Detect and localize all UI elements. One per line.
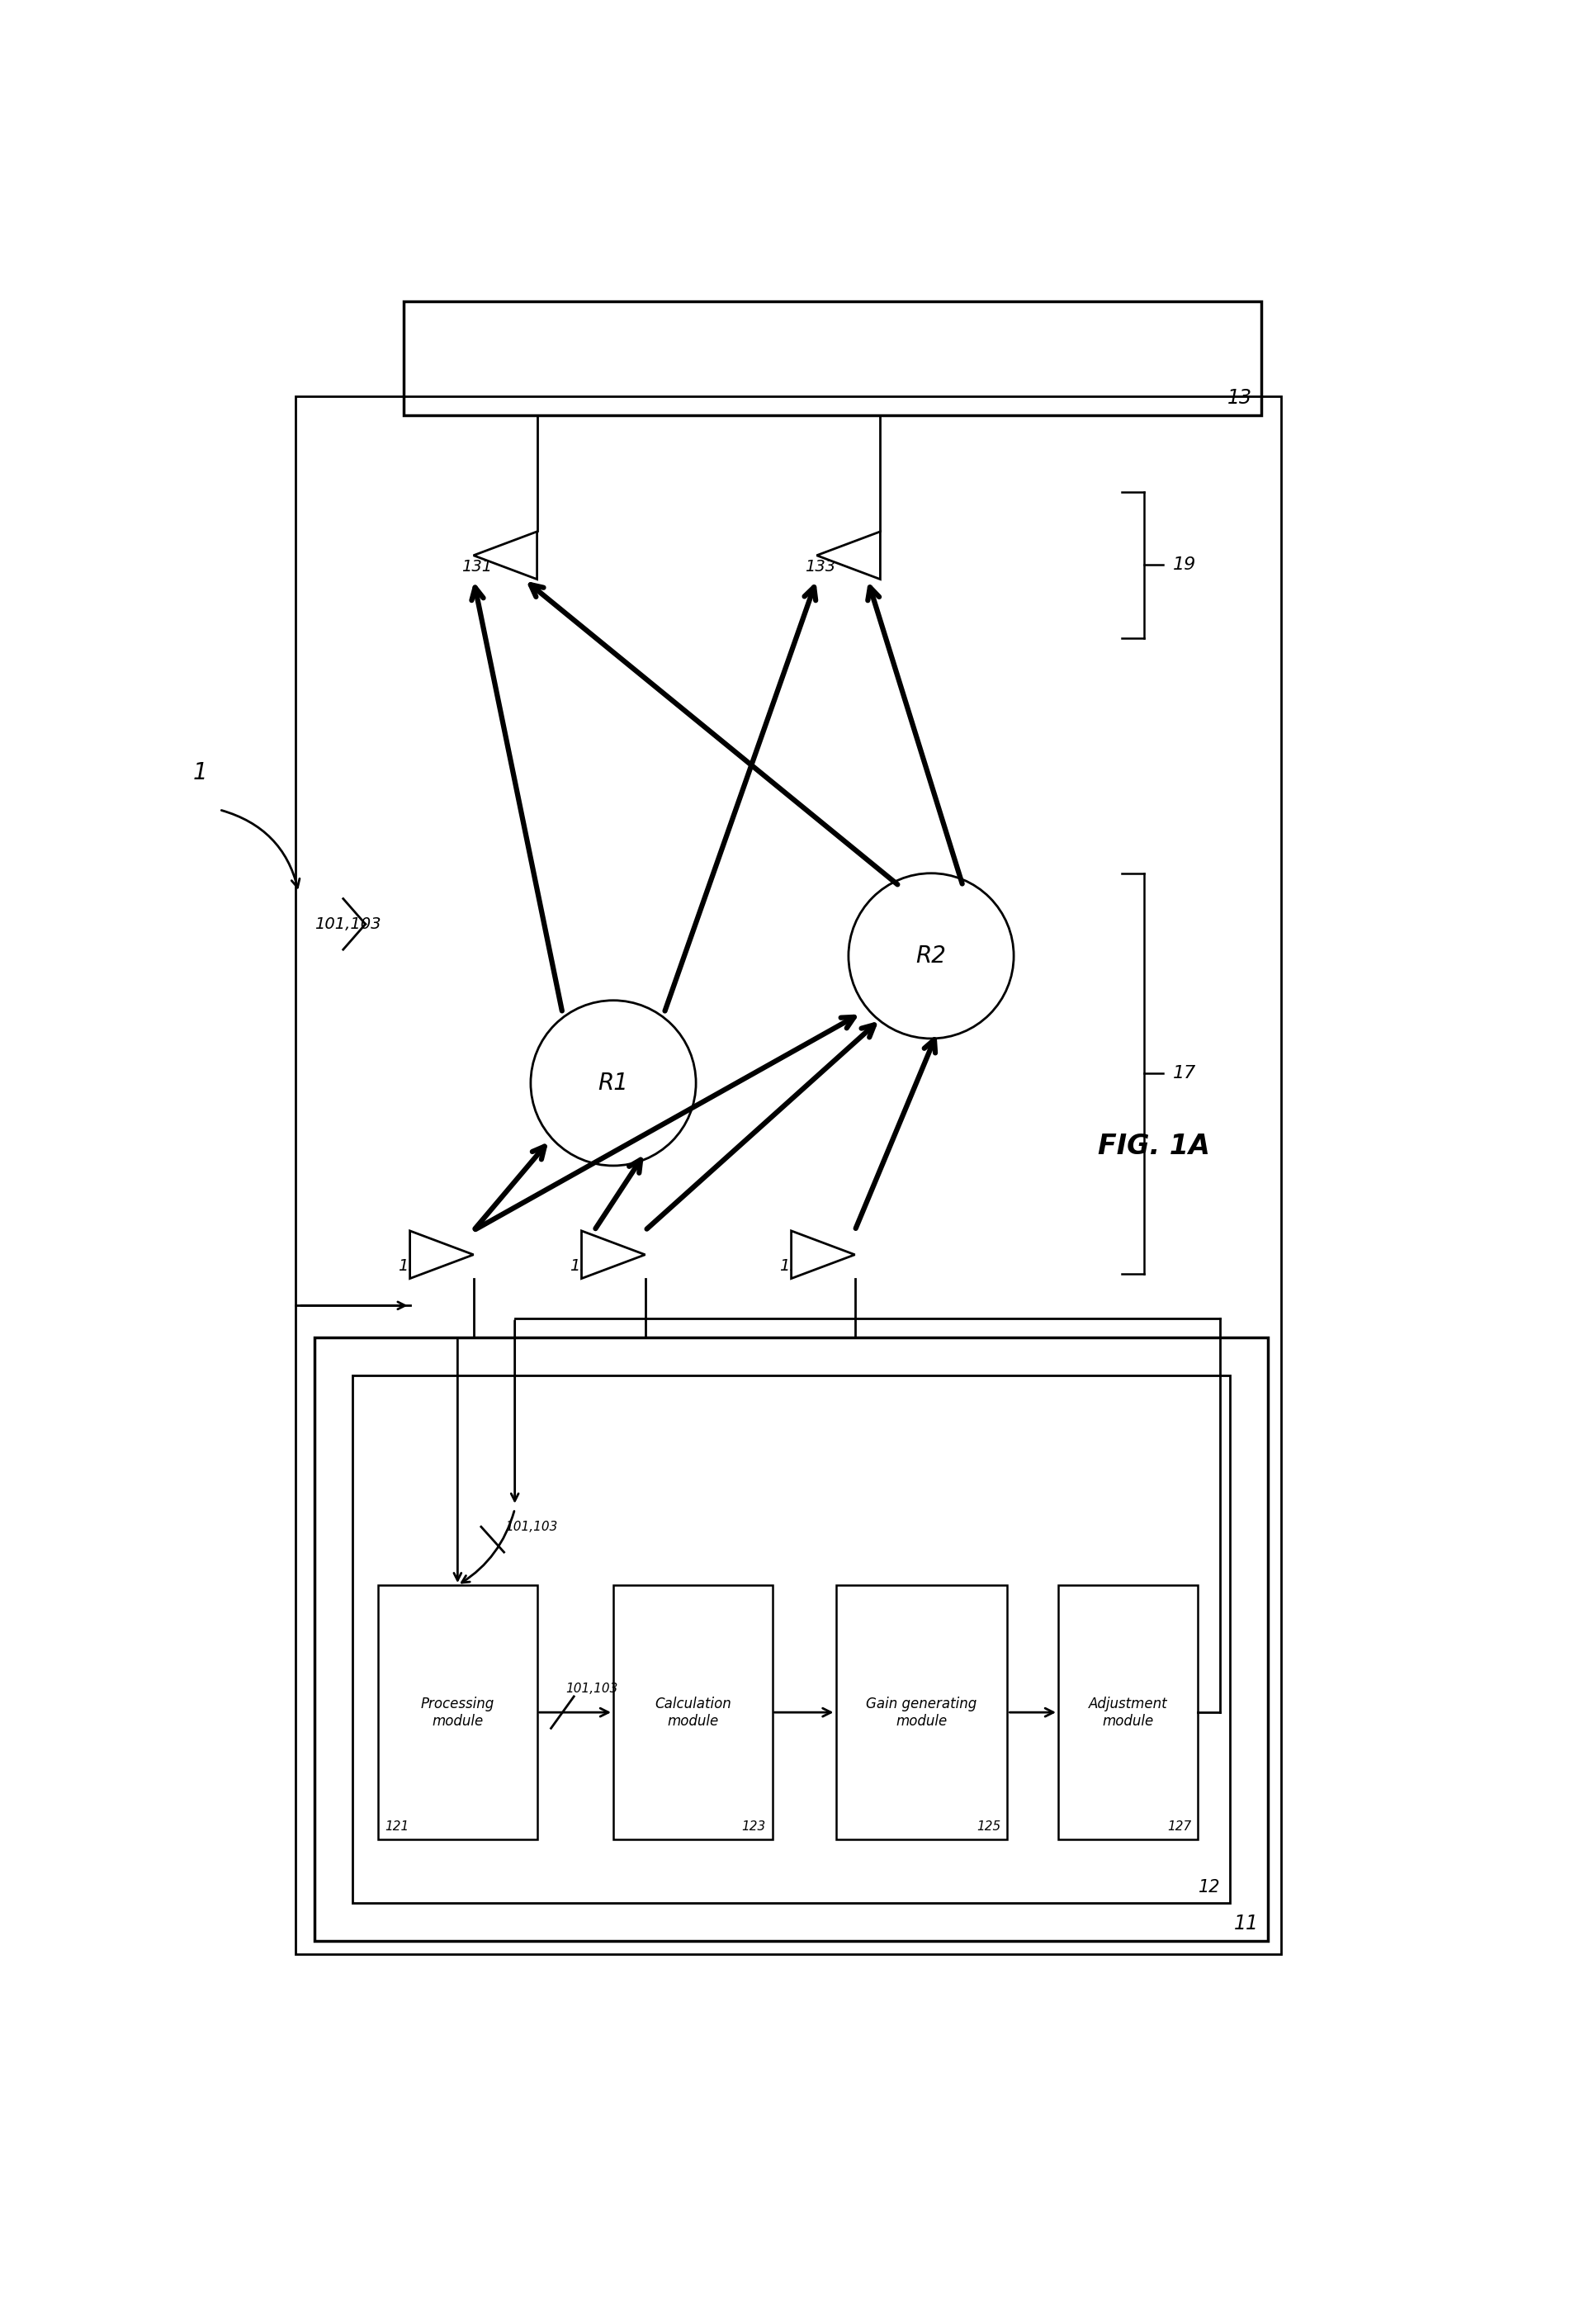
Bar xyxy=(835,1585,1008,1841)
Circle shape xyxy=(848,874,1014,1039)
Bar xyxy=(403,302,1262,416)
Text: 1: 1 xyxy=(193,762,207,783)
Polygon shape xyxy=(410,1232,474,1278)
Text: Calculation
module: Calculation module xyxy=(655,1697,732,1729)
Text: 133: 133 xyxy=(804,558,835,574)
Text: 115: 115 xyxy=(779,1257,810,1274)
Text: 113: 113 xyxy=(570,1257,600,1274)
Text: 111: 111 xyxy=(397,1257,429,1274)
Text: R2: R2 xyxy=(915,944,947,967)
Text: R1: R1 xyxy=(598,1071,628,1095)
Bar xyxy=(614,1585,772,1841)
Bar xyxy=(295,397,1281,1954)
Text: 11: 11 xyxy=(1234,1913,1259,1934)
Text: 127: 127 xyxy=(1168,1820,1192,1834)
Polygon shape xyxy=(791,1232,854,1278)
Polygon shape xyxy=(581,1232,645,1278)
Text: 125: 125 xyxy=(977,1820,1002,1834)
Text: 123: 123 xyxy=(741,1820,766,1834)
Text: 131: 131 xyxy=(462,558,491,574)
Polygon shape xyxy=(816,532,881,579)
Text: 101,103: 101,103 xyxy=(314,916,382,932)
Text: Processing
module: Processing module xyxy=(421,1697,495,1729)
Text: 17: 17 xyxy=(1173,1064,1196,1081)
Text: Adjustment
module: Adjustment module xyxy=(1088,1697,1168,1729)
Circle shape xyxy=(531,999,696,1167)
Polygon shape xyxy=(474,532,537,579)
Text: 13: 13 xyxy=(1228,388,1253,409)
Bar xyxy=(314,1336,1269,1941)
Text: FIG. 1A: FIG. 1A xyxy=(1097,1134,1209,1160)
Text: 121: 121 xyxy=(385,1820,408,1834)
Text: 101,103: 101,103 xyxy=(565,1683,619,1694)
Text: 101,103: 101,103 xyxy=(506,1520,557,1534)
Text: 19: 19 xyxy=(1173,558,1196,574)
Bar xyxy=(353,1376,1229,1903)
Text: 12: 12 xyxy=(1198,1878,1220,1896)
Bar xyxy=(1058,1585,1198,1841)
Text: Gain generating
module: Gain generating module xyxy=(867,1697,977,1729)
Bar xyxy=(378,1585,537,1841)
